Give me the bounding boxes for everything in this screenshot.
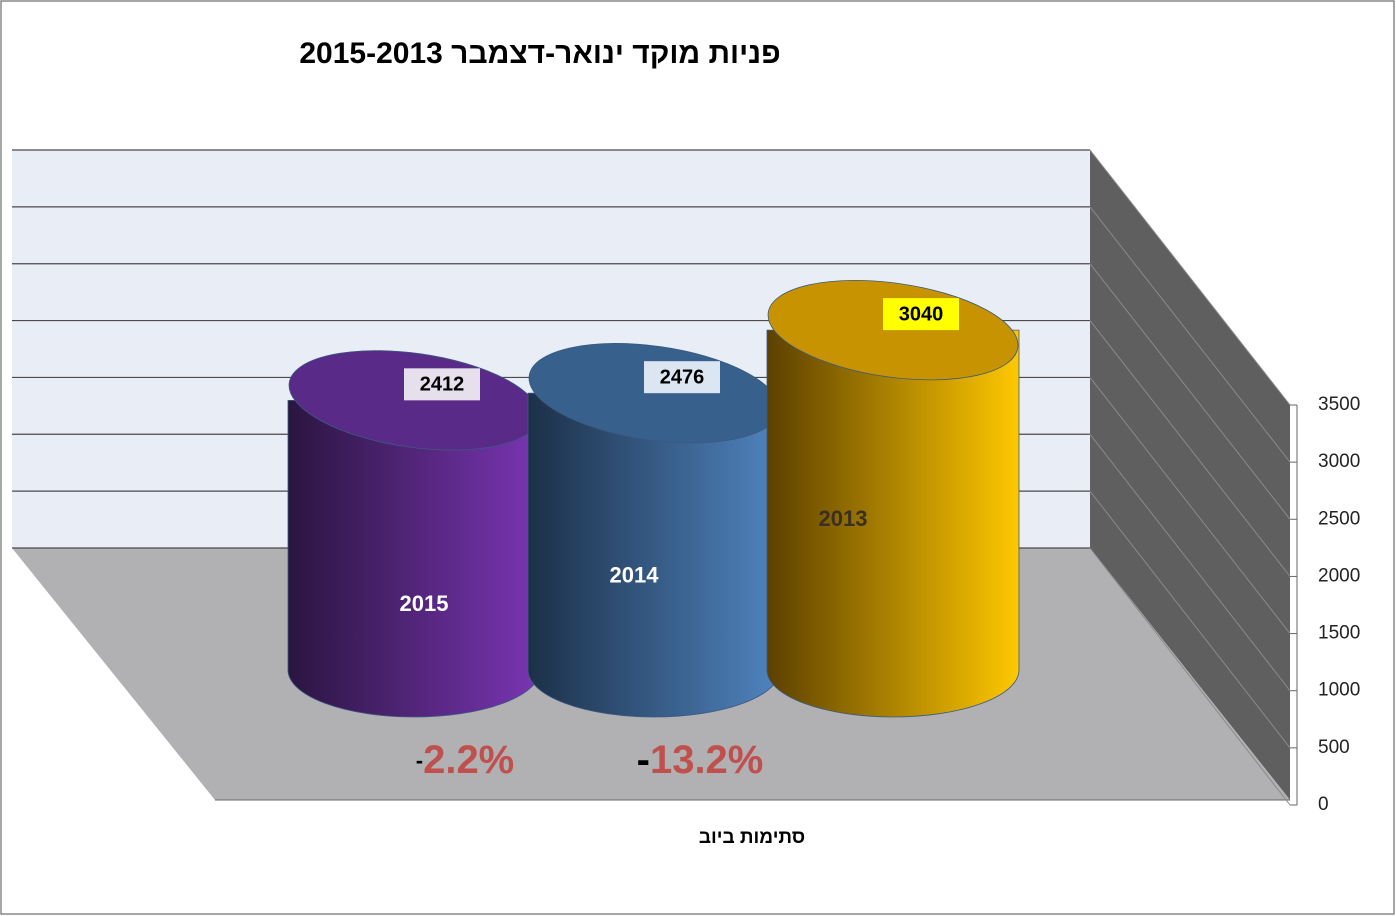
cylinder-body (766, 329, 1020, 718)
annotation-sign: - (637, 738, 650, 782)
annotation-text: 13.2% (650, 738, 763, 782)
chart-title: פניות מוקד ינואר-דצמבר 2015-2013 (299, 37, 780, 70)
y-tick-label: 0 (1318, 794, 1329, 815)
category-label: 2014 (610, 562, 660, 587)
cylinder-body (287, 399, 541, 718)
category-label: 2015 (400, 591, 449, 616)
y-tick-label: 500 (1318, 737, 1350, 758)
x-axis-title: סתימות ביוב (699, 827, 805, 848)
side-grid-line (1089, 263, 1291, 520)
side-grid-line (1089, 320, 1291, 577)
y-tick-label: 1000 (1318, 680, 1360, 701)
annotation: -2.2% (416, 738, 515, 782)
side-grid-line (1089, 149, 1291, 406)
value-label: 2476 (660, 366, 705, 388)
y-tick-label: 1500 (1318, 623, 1360, 644)
value-label: 3040 (899, 303, 944, 325)
y-tick-label: 3500 (1318, 394, 1360, 415)
y-tick-label: 3000 (1318, 451, 1360, 472)
annotation-text: 2.2% (423, 738, 514, 782)
value-label: 2412 (420, 374, 465, 396)
value-label-bg (404, 368, 480, 401)
side-grid-line (1089, 206, 1291, 463)
value-label-bg (644, 361, 720, 394)
side-grid-line (1089, 433, 1291, 692)
annotation: -13.2% (637, 738, 764, 782)
side-grid-line (1089, 547, 1291, 806)
value-label-bg (883, 298, 959, 331)
side-wall (1090, 150, 1290, 800)
y-tick-label: 2000 (1318, 565, 1360, 586)
side-grid-line (1089, 490, 1291, 749)
category-label: 2013 (819, 506, 868, 531)
y-tick-label: 2500 (1318, 508, 1360, 529)
cylinder-body (527, 392, 781, 718)
annotation-sign: - (416, 748, 423, 773)
side-grid-line (1089, 377, 1291, 634)
